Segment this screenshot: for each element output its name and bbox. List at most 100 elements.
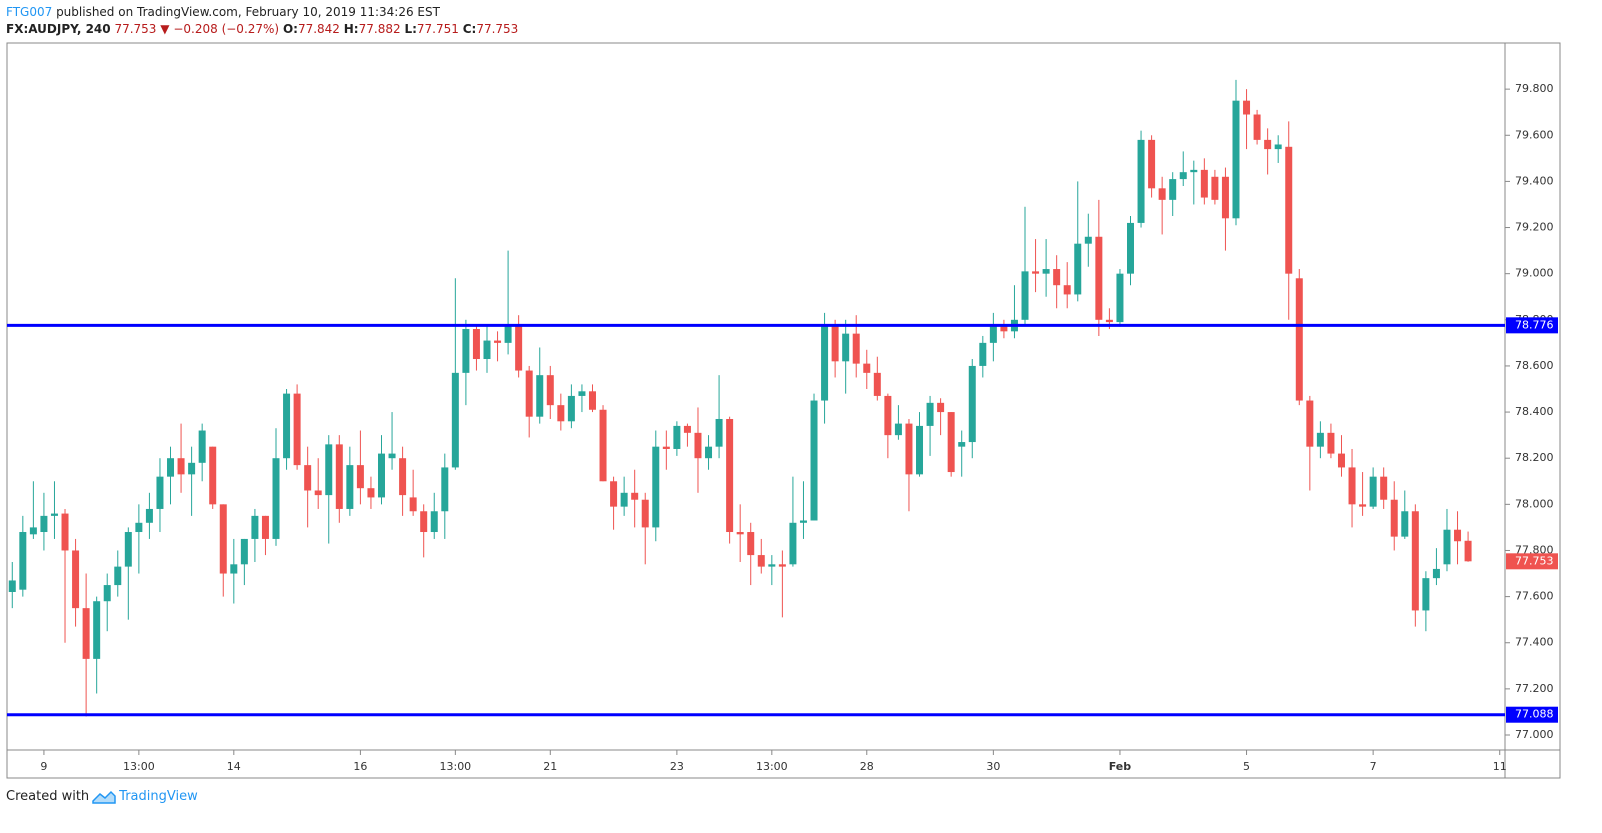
candle-body <box>979 342 987 366</box>
arrow: ▼ <box>160 22 170 36</box>
ohlc-label: H: <box>343 22 359 36</box>
candle-body <box>356 465 364 489</box>
y-tick-label: 79.000 <box>1515 267 1554 280</box>
candle-body <box>1380 476 1388 500</box>
candle-body <box>230 564 238 574</box>
candle-body <box>346 465 354 509</box>
logo <box>92 790 116 804</box>
candle-body <box>884 395 892 436</box>
price-tag <box>1506 317 1558 334</box>
candle-body <box>272 458 280 539</box>
y-tick-label: 78.400 <box>1515 405 1554 418</box>
x-tick-label: 28 <box>860 760 874 773</box>
candle-body <box>1158 188 1166 200</box>
candle-body <box>399 458 407 496</box>
x-tick-label: Feb <box>1109 760 1132 773</box>
candle-body <box>863 363 871 373</box>
candle-body <box>135 522 143 533</box>
candle-body <box>810 400 818 521</box>
candle-body <box>1243 100 1251 115</box>
candle-body <box>652 446 660 528</box>
brand[interactable]: TradingView <box>119 789 198 804</box>
candle-body <box>821 324 829 401</box>
y-tick-label: 77.800 <box>1515 543 1554 556</box>
candle-body <box>251 515 259 539</box>
candle-body <box>747 532 755 556</box>
candle-body <box>494 340 502 343</box>
candle-body <box>19 532 27 590</box>
candle-body <box>1000 324 1008 332</box>
candle-body <box>1127 222 1134 274</box>
price-tag-label: 78.776 <box>1515 318 1554 331</box>
x-tick-label: 16 <box>353 760 367 773</box>
candle-body <box>1084 236 1092 244</box>
candle-body <box>1137 139 1145 223</box>
ohlc-value: 77.842 <box>297 22 340 36</box>
candle-body <box>947 412 955 473</box>
last-price: 77.753 <box>114 22 157 36</box>
candle-body <box>1032 271 1040 274</box>
x-tick-label: 13:00 <box>756 760 788 773</box>
candle-body <box>1348 467 1356 505</box>
candle-body <box>1443 529 1451 565</box>
candle-body <box>1369 476 1377 507</box>
candle-body <box>852 333 860 364</box>
candle-body <box>926 402 934 426</box>
candle-body <box>799 520 807 523</box>
x-tick-label: 23 <box>670 760 684 773</box>
candle-body <box>240 538 248 565</box>
candle-body <box>1411 511 1419 611</box>
candle-body <box>842 333 850 362</box>
candle-body <box>314 490 322 496</box>
author[interactable]: FTG007 <box>6 5 53 19</box>
footer: Created with TradingView <box>6 789 198 804</box>
last-price-label: 77.753 <box>1515 554 1554 567</box>
candle-body <box>1148 139 1156 189</box>
chart: 77.000 77.200 77.400 77.600 77.800 78.000 78.2… <box>6 42 1561 779</box>
frame <box>6 42 1561 779</box>
y-tick-label: 77.000 <box>1515 728 1554 741</box>
candle-body <box>483 340 491 360</box>
candle-body <box>546 375 554 406</box>
x-tick-label: 5 <box>1243 760 1250 773</box>
candle-body <box>430 511 438 533</box>
candle-body <box>209 446 217 505</box>
candle-body <box>789 522 797 565</box>
candle-body <box>504 324 512 343</box>
candle-body <box>1253 114 1261 140</box>
candle-body <box>515 324 523 371</box>
candle-body <box>631 492 639 500</box>
candle-body <box>145 508 153 523</box>
symbol: FX:AUDJPY, 240 <box>6 22 111 36</box>
created-with: Created with <box>6 789 90 804</box>
candle-body <box>304 465 312 491</box>
candle-body <box>525 370 533 417</box>
candle-body <box>905 423 913 475</box>
candle-body <box>293 393 301 466</box>
candle-body <box>1053 269 1061 286</box>
candle-body <box>726 418 734 533</box>
candle-body <box>1432 568 1440 579</box>
candle-body <box>1401 511 1409 537</box>
candle-body <box>409 497 417 512</box>
candle-body <box>1422 578 1430 611</box>
candle-body <box>989 324 997 343</box>
candle-body <box>578 391 586 396</box>
candle-body <box>198 430 206 463</box>
x-tick-label: 11 <box>1493 760 1507 773</box>
candle-body <box>599 409 607 482</box>
x-tick-label: 9 <box>40 760 47 773</box>
candle-body <box>1021 271 1029 320</box>
candle-body <box>1232 100 1240 219</box>
candle-body <box>1295 278 1303 401</box>
candle-body <box>1200 169 1208 198</box>
candle-body <box>72 550 80 609</box>
candle-body <box>114 566 122 586</box>
candle-body <box>831 324 839 362</box>
candle-body <box>958 442 966 447</box>
candle-body <box>93 601 101 659</box>
candle-body <box>916 425 924 475</box>
candle-body <box>1306 400 1314 447</box>
y-tick-label: 79.200 <box>1515 221 1554 234</box>
